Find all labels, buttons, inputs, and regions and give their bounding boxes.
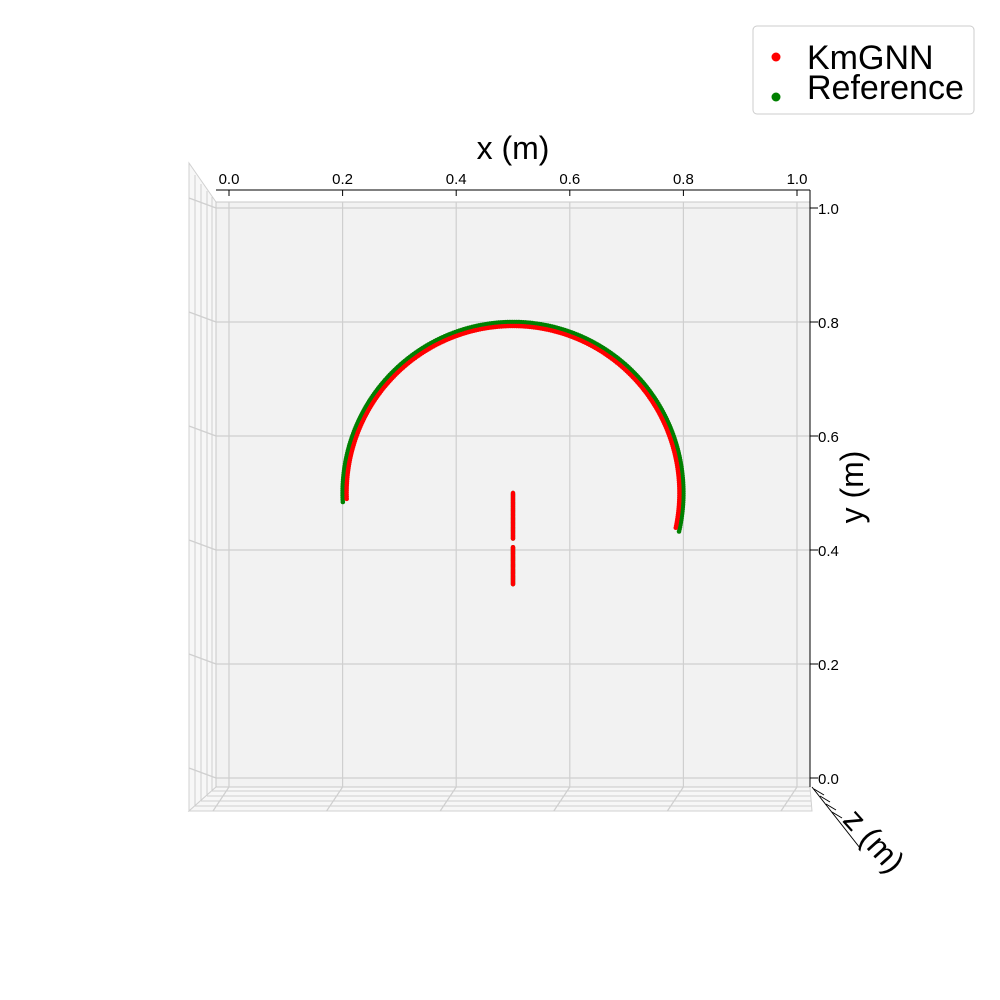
x-axis-title: x (m) [477,130,550,166]
z-tick [819,795,831,803]
wall-grid-line-y [188,767,217,779]
legend-marker-reference [771,92,781,102]
legend-label-kmgnn: KmGNN [807,39,934,77]
y-tick-label: 0.0 [818,771,839,788]
x-tick-label: 1.0 [787,171,808,188]
z-axis-title: z (m) [836,802,912,880]
y-tick-label: 0.4 [818,543,839,560]
floor-grid-line-x [212,786,230,812]
plot-data [340,319,686,587]
pane-walls [187,161,813,813]
series-kmgnn [344,323,682,587]
series-reference [340,319,686,587]
data-point [673,525,679,531]
floor-grid-line-x [326,786,344,812]
floor-grid-line-x [666,786,684,812]
y-ticks: 0.0 0.2 0.4 0.6 0.8 1.0 [810,201,839,788]
x-tick-label: 0.4 [446,171,467,188]
legend-marker-kmgnn [771,52,781,62]
floor-grid-line-x [780,786,798,812]
y-tick-label: 0.6 [818,429,839,446]
wall-grid-line-y [188,197,217,209]
z-axis-line [811,786,861,849]
wall-grid-line-y [188,539,217,551]
x-tick-label: 0.8 [673,171,694,188]
z-axis [811,786,861,849]
floor-grid-line-x [439,786,457,812]
data-point [510,490,516,496]
floor-grid-line-x [553,786,571,812]
wall-grid-line-y [188,311,217,323]
y-tick-label: 1.0 [818,201,839,218]
x-tick-label: 0.6 [559,171,580,188]
y-tick-label: 0.8 [818,315,839,332]
y-axis-title: y (m) [834,451,870,524]
data-point [676,529,682,534]
wall-grid-line-y [188,653,217,665]
x-tick-label: 0.0 [219,171,240,188]
y-tick-label: 0.2 [818,657,839,674]
x-tick-label: 0.2 [332,171,353,188]
data-point [510,544,516,550]
wall-grid-line-y [188,425,217,437]
z-tick [825,803,837,811]
z-tick [831,811,843,819]
z-tick [813,788,825,796]
legend-box [752,25,975,115]
legend-label-reference: Reference [807,69,964,107]
legend: KmGNN Reference [752,25,975,115]
x-ticks: 0.0 0.2 0.4 0.6 0.8 1.0 [219,171,808,196]
